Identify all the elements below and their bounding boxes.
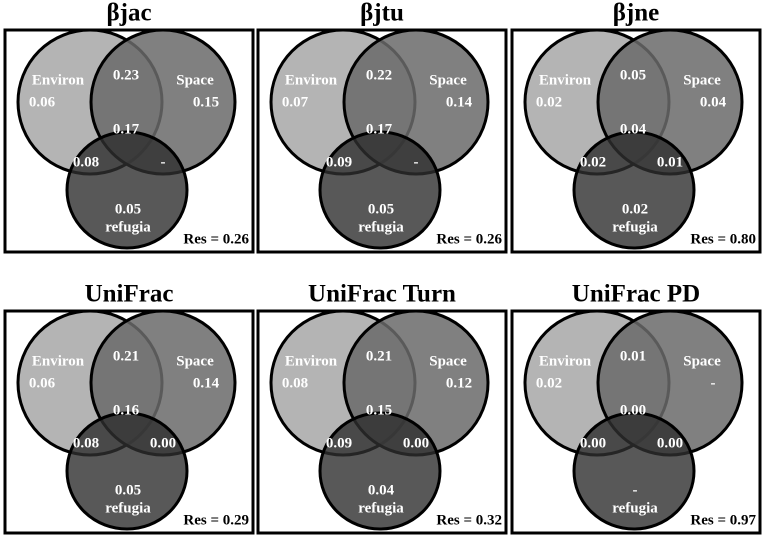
environ-space-value: 0.21 [366, 348, 392, 364]
refugia-value: - [633, 482, 638, 498]
refugia-name: refugia [105, 219, 151, 235]
refugia-ellipse [572, 411, 696, 531]
space-value: 0.04 [700, 94, 727, 110]
panel-border [256, 28, 508, 254]
space-refugia-value: 0.01 [657, 154, 683, 170]
space-name: Space [683, 72, 721, 88]
environ-refugia-value: 0.00 [580, 435, 606, 451]
panel-border [510, 309, 762, 535]
refugia-ellipse [318, 411, 442, 531]
space-refugia-value: - [161, 154, 166, 170]
all-value: 0.17 [113, 121, 140, 137]
refugia-ellipse [65, 411, 189, 531]
environ-refugia-value: 0.02 [580, 154, 606, 170]
space-refugia-value: 0.00 [403, 435, 429, 451]
environ-value: 0.02 [536, 375, 562, 391]
refugia-value: 0.05 [115, 201, 141, 217]
environ-space-value: 0.21 [113, 348, 139, 364]
panel-title: UniFrac [85, 281, 174, 308]
residual-label: Res = 0.26 [436, 231, 502, 247]
environ-space-value: 0.22 [366, 67, 392, 83]
refugia-value: 0.04 [368, 482, 395, 498]
all-value: 0.04 [620, 121, 647, 137]
panel-border [3, 309, 255, 535]
space-name: Space [176, 72, 214, 88]
all-value: 0.00 [620, 402, 646, 418]
environ-name: Environ [285, 353, 338, 369]
environ-value: 0.07 [282, 94, 309, 110]
venn-panel: Environ 0.02 0.01 Space - 0.00 0.00 0.00 - refugi… [510, 309, 762, 535]
environ-value: 0.08 [282, 375, 308, 391]
space-value: 0.12 [446, 375, 472, 391]
refugia-value: 0.05 [368, 201, 394, 217]
space-refugia-value: 0.00 [657, 435, 683, 451]
panel-border [510, 28, 762, 254]
space-value: 0.14 [446, 94, 473, 110]
environ-name: Environ [539, 353, 592, 369]
space-refugia-value: - [414, 154, 419, 170]
venn-panel: Environ 0.02 0.05 Space 0.04 0.04 0.02 0.01 0.02… [510, 28, 762, 254]
environ-space-value: 0.01 [620, 348, 646, 364]
environ-name: Environ [539, 72, 592, 88]
space-name: Space [176, 353, 214, 369]
environ-name: Environ [32, 72, 85, 88]
environ-space-value: 0.05 [620, 67, 646, 83]
venn-panel: Environ 0.08 0.21 Space 0.12 0.15 0.09 0.00 0.04… [256, 309, 508, 535]
venn-panel: Environ 0.06 0.23 Space 0.15 0.17 0.08 - 0.05 ref… [3, 28, 255, 254]
panel-title: βjac [106, 0, 151, 27]
panel-title: UniFrac PD [572, 281, 700, 308]
residual-label: Res = 0.32 [436, 512, 502, 528]
all-value: 0.17 [366, 121, 393, 137]
space-value: 0.15 [193, 94, 219, 110]
refugia-name: refugia [358, 219, 404, 235]
refugia-name: refugia [358, 500, 404, 516]
space-name: Space [429, 72, 467, 88]
environ-refugia-value: 0.08 [73, 435, 99, 451]
panel-title: βjne [613, 0, 660, 27]
all-value: 0.16 [113, 402, 140, 418]
environ-refugia-value: 0.08 [73, 154, 99, 170]
environ-refugia-value: 0.09 [326, 435, 352, 451]
venn-panel: Environ 0.06 0.21 Space 0.14 0.16 0.08 0.00 0.05… [3, 309, 255, 535]
refugia-ellipse [572, 130, 696, 250]
panel-border [3, 28, 255, 254]
panel-border [256, 309, 508, 535]
residual-label: Res = 0.97 [690, 512, 756, 528]
refugia-name: refugia [612, 500, 658, 516]
environ-space-value: 0.23 [113, 67, 139, 83]
refugia-value: 0.02 [622, 201, 648, 217]
space-name: Space [683, 353, 721, 369]
residual-label: Res = 0.26 [183, 231, 249, 247]
environ-value: 0.06 [29, 94, 56, 110]
environ-name: Environ [285, 72, 338, 88]
refugia-name: refugia [612, 219, 658, 235]
space-value: - [711, 375, 716, 391]
refugia-name: refugia [105, 500, 151, 516]
panel-title: βjtu [360, 0, 404, 27]
refugia-ellipse [65, 130, 189, 250]
environ-value: 0.06 [29, 375, 56, 391]
all-value: 0.15 [366, 402, 392, 418]
environ-name: Environ [32, 353, 85, 369]
environ-value: 0.02 [536, 94, 562, 110]
space-value: 0.14 [193, 375, 220, 391]
space-name: Space [429, 353, 467, 369]
panel-title: UniFrac Turn [308, 281, 456, 308]
residual-label: Res = 0.29 [183, 512, 249, 528]
venn-panel: Environ 0.07 0.22 Space 0.14 0.17 0.09 - 0.05 ref… [256, 28, 508, 254]
space-refugia-value: 0.00 [150, 435, 176, 451]
environ-refugia-value: 0.09 [326, 154, 352, 170]
refugia-value: 0.05 [115, 482, 141, 498]
residual-label: Res = 0.80 [690, 231, 756, 247]
refugia-ellipse [318, 130, 442, 250]
